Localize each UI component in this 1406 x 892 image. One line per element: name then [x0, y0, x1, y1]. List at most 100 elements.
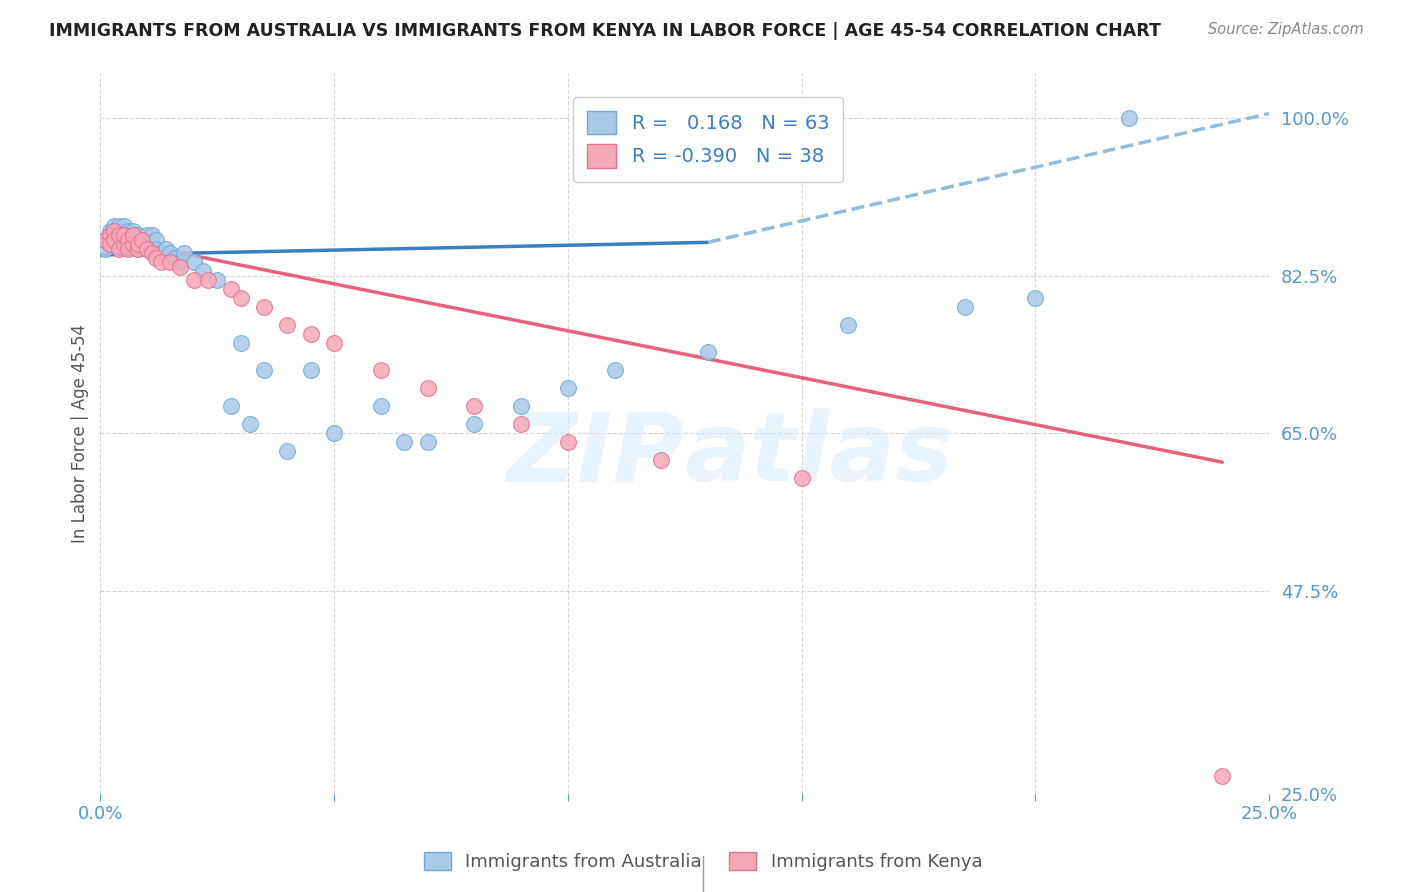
Point [463, 399, 485, 413]
Point [392, 435, 415, 450]
Point [323, 426, 346, 441]
Point [253, 300, 276, 314]
Point [98, 228, 121, 243]
Point [112, 224, 135, 238]
Point [165, 251, 187, 265]
Point [299, 327, 322, 342]
Point [112, 228, 135, 243]
Point [136, 242, 159, 256]
Point [510, 417, 533, 432]
Point [169, 260, 191, 274]
Point [697, 345, 720, 359]
Point [98, 224, 121, 238]
Point [150, 255, 173, 269]
Point [145, 233, 167, 247]
Point [117, 233, 139, 247]
Point [122, 228, 145, 243]
Point [108, 219, 131, 234]
Point [103, 219, 125, 234]
Point [837, 318, 859, 333]
Point [155, 242, 177, 256]
Point [370, 399, 392, 413]
Point [229, 291, 252, 305]
Point [219, 282, 242, 296]
Point [112, 233, 135, 247]
Point [169, 255, 191, 269]
Point [94, 233, 117, 247]
Point [103, 233, 125, 247]
Point [112, 219, 135, 234]
Point [953, 300, 976, 314]
Point [510, 399, 533, 413]
Point [370, 363, 392, 377]
Point [94, 233, 117, 247]
Point [145, 251, 167, 265]
Point [416, 435, 439, 450]
Point [117, 233, 139, 247]
Point [463, 417, 485, 432]
Point [103, 224, 125, 238]
Point [127, 242, 149, 256]
Point [197, 273, 219, 287]
Point [122, 237, 145, 252]
Point [159, 246, 181, 260]
Point [108, 228, 131, 243]
Text: Source: ZipAtlas.com: Source: ZipAtlas.com [1208, 22, 1364, 37]
Point [112, 237, 135, 252]
Text: ZIP: ZIP [506, 409, 685, 501]
Point [557, 435, 579, 450]
Point [94, 242, 117, 256]
Point [127, 237, 149, 252]
Point [98, 228, 121, 243]
Point [253, 363, 276, 377]
Point [122, 224, 145, 238]
Point [173, 246, 195, 260]
Point [108, 224, 131, 238]
Point [136, 228, 159, 243]
Point [141, 237, 163, 252]
Point [790, 471, 813, 485]
Point [205, 273, 228, 287]
Point [122, 233, 145, 247]
Point [127, 228, 149, 243]
Point [131, 233, 153, 247]
Point [108, 228, 131, 243]
Point [323, 336, 346, 351]
Point [136, 242, 159, 256]
Point [131, 233, 153, 247]
Point [103, 228, 125, 243]
Point [193, 264, 215, 278]
Legend: Immigrants from Australia, Immigrants from Kenya: Immigrants from Australia, Immigrants fr… [416, 845, 990, 879]
Text: atlas: atlas [685, 409, 953, 501]
Point [416, 381, 439, 395]
Point [98, 237, 121, 252]
Point [108, 233, 131, 247]
Point [603, 363, 626, 377]
Point [219, 399, 242, 413]
Point [127, 242, 149, 256]
Point [299, 363, 322, 377]
Point [276, 318, 298, 333]
Point [276, 444, 298, 458]
Point [117, 224, 139, 238]
Legend: R =   0.168   N = 63, R = -0.390   N = 38: R = 0.168 N = 63, R = -0.390 N = 38 [574, 97, 842, 181]
Point [229, 336, 252, 351]
Point [1118, 111, 1140, 125]
Point [150, 246, 173, 260]
Point [98, 237, 121, 252]
Point [117, 237, 139, 252]
Point [557, 381, 579, 395]
Point [103, 224, 125, 238]
Point [650, 453, 672, 467]
Point [239, 417, 262, 432]
Point [1024, 291, 1046, 305]
Point [117, 242, 139, 256]
Point [141, 246, 163, 260]
Point [159, 255, 181, 269]
Point [127, 237, 149, 252]
Point [183, 255, 205, 269]
Point [108, 242, 131, 256]
Text: IMMIGRANTS FROM AUSTRALIA VS IMMIGRANTS FROM KENYA IN LABOR FORCE | AGE 45-54 CO: IMMIGRANTS FROM AUSTRALIA VS IMMIGRANTS … [49, 22, 1161, 40]
Point [131, 237, 153, 252]
Point [183, 273, 205, 287]
